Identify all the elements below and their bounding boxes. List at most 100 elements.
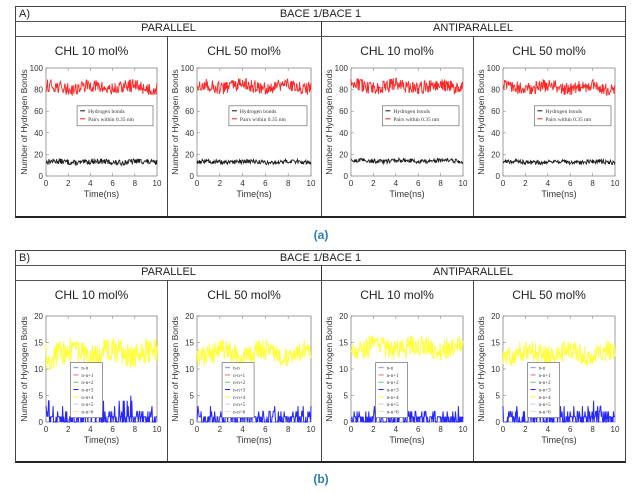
x-tick-label: 6 bbox=[416, 179, 421, 188]
legend-box bbox=[221, 362, 255, 418]
y-tick-label: 60 bbox=[491, 107, 500, 116]
legend-label: n-n+5 bbox=[81, 403, 93, 408]
y-tick-label: 20 bbox=[491, 312, 500, 321]
legend: Hydrogen bonds Pairs within 0.35 nm bbox=[382, 105, 460, 127]
x-tick-label: 2 bbox=[523, 425, 528, 434]
x-axis-label: Time(ns) bbox=[236, 189, 271, 199]
panel-letter: B) bbox=[19, 252, 30, 264]
legend-label: Hydrogen bonds bbox=[545, 109, 582, 115]
x-tick-label: 2 bbox=[66, 179, 71, 188]
y-tick-label: 80 bbox=[185, 86, 194, 95]
legend-label: Hydrogen bonds bbox=[393, 109, 430, 115]
legend-label: n-n+2 bbox=[233, 381, 245, 386]
x-tick-label: 2 bbox=[66, 425, 71, 434]
y-tick-label: 40 bbox=[185, 129, 194, 138]
panel-a-groups: PARALLEL ANTIPARALLEL bbox=[16, 21, 625, 37]
y-tick-label: 15 bbox=[34, 339, 43, 348]
x-tick-label: 8 bbox=[133, 425, 138, 434]
y-tick-label: 0 bbox=[39, 418, 44, 427]
x-tick-label: 4 bbox=[240, 179, 245, 188]
x-tick-label: 2 bbox=[218, 179, 223, 188]
y-tick-label: 10 bbox=[339, 365, 348, 374]
legend-label: n-n+1 bbox=[539, 374, 551, 379]
y-tick-label: 0 bbox=[344, 418, 349, 427]
x-tick-label: 6 bbox=[263, 425, 268, 434]
series-line-n-n-4 bbox=[45, 337, 158, 372]
x-tick-label: 4 bbox=[394, 179, 399, 188]
x-tick-label: 6 bbox=[263, 179, 268, 188]
series-line-pairs-within-0-35-nm bbox=[350, 77, 464, 95]
x-tick-label: 6 bbox=[568, 425, 573, 434]
y-tick-label: 0 bbox=[190, 418, 195, 427]
legend-label: n-n+5 bbox=[539, 403, 551, 408]
legend-label: n-n+4 bbox=[233, 396, 245, 401]
x-tick-label: 10 bbox=[611, 179, 620, 188]
legend-label: Pairs within 0.35 nm bbox=[240, 117, 287, 123]
chart-b-antiparallel-10: 0 2 4 6 8 10 0 5 10 15 20 Time(ns) Number of Hydroge… bbox=[324, 312, 468, 445]
legend-label: n-n>6 bbox=[539, 410, 551, 415]
legend: n-n n-n+1 n-n+2 n-n+3 n-n+4 n-n+5 n-n>6 bbox=[70, 362, 103, 418]
legend-label: Hydrogen bonds bbox=[88, 109, 125, 115]
series-line-n-n-3 bbox=[351, 406, 464, 423]
legend-box bbox=[527, 362, 560, 418]
chart-b-parallel-10: 0 2 4 6 8 10 0 5 10 15 20 Time(ns) Number of Hydroge… bbox=[19, 312, 162, 445]
legend-label: n-n+1 bbox=[233, 374, 245, 379]
legend-box bbox=[382, 105, 460, 127]
x-tick-label: 10 bbox=[307, 179, 316, 188]
series-line-hydrogen-bonds bbox=[196, 157, 312, 166]
x-axis-label: Time(ns) bbox=[389, 435, 424, 445]
chart-cell: CHL 10 mol% 0 2 4 6 8 10 0 5 10 15 20 Time(ns) Numbe… bbox=[321, 280, 474, 461]
series-line-n-n-4 bbox=[502, 340, 616, 367]
x-tick-label: 2 bbox=[371, 179, 376, 188]
y-tick-label: 15 bbox=[491, 339, 500, 348]
y-tick-label: 0 bbox=[496, 418, 501, 427]
y-axis-label: Number of Hydrogen Bonds bbox=[19, 69, 29, 174]
chart-title: CHL 50 mol% bbox=[207, 288, 281, 302]
legend-label: Pairs within 0.35 nm bbox=[393, 117, 440, 123]
y-tick-label: 80 bbox=[34, 86, 43, 95]
y-tick-label: 60 bbox=[34, 107, 43, 116]
y-tick-label: 100 bbox=[487, 64, 501, 73]
x-axis-label: Time(ns) bbox=[541, 189, 576, 199]
legend-label: n-n+2 bbox=[387, 381, 399, 386]
legend-label: n-n+2 bbox=[81, 381, 93, 386]
y-tick-label: 0 bbox=[190, 172, 195, 181]
y-axis-label: Number of Hydrogen Bonds bbox=[170, 316, 180, 421]
legend-label: n-n+4 bbox=[387, 396, 399, 401]
y-tick-label: 5 bbox=[39, 392, 44, 401]
x-tick-label: 0 bbox=[349, 425, 354, 434]
y-tick-label: 80 bbox=[339, 86, 348, 95]
y-tick-label: 40 bbox=[339, 129, 348, 138]
x-axis-label: Time(ns) bbox=[84, 435, 119, 445]
legend-label: n-n bbox=[387, 367, 394, 372]
y-tick-label: 20 bbox=[339, 150, 348, 159]
y-axis-label: Number of Hydrogen Bonds bbox=[476, 316, 486, 421]
panel-a-header: A) BACE 1/BACE 1 bbox=[16, 7, 625, 22]
x-tick-label: 8 bbox=[438, 425, 443, 434]
legend-label: n-n+3 bbox=[539, 389, 551, 394]
chart-title: CHL 10 mol% bbox=[54, 44, 129, 58]
legend: n-n n-n+1 n-n+2 n-n+3 n-n+4 n-n+5 n-n>6 bbox=[527, 362, 560, 418]
chart-title: CHL 10 mol% bbox=[360, 288, 434, 302]
chart-b-parallel-50: 0 2 4 6 8 10 0 5 10 15 20 Time(ns) Number of Hydroge… bbox=[170, 312, 316, 445]
legend-label: n-n+1 bbox=[81, 374, 93, 379]
y-tick-label: 20 bbox=[339, 312, 348, 321]
group-parallel: PARALLEL bbox=[16, 265, 322, 280]
x-tick-label: 6 bbox=[110, 425, 115, 434]
chart-title: CHL 50 mol% bbox=[207, 44, 281, 58]
x-tick-label: 10 bbox=[459, 425, 468, 434]
chart-title: CHL 10 mol% bbox=[360, 44, 434, 58]
y-tick-label: 10 bbox=[491, 365, 500, 374]
legend: Hydrogen bonds Pairs within 0.35 nm bbox=[534, 105, 612, 127]
y-tick-label: 0 bbox=[39, 172, 44, 181]
x-tick-label: 0 bbox=[501, 179, 506, 188]
x-tick-label: 8 bbox=[590, 179, 595, 188]
legend-label: n-n+4 bbox=[539, 396, 551, 401]
x-tick-label: 10 bbox=[153, 179, 162, 188]
x-tick-label: 10 bbox=[307, 425, 316, 434]
panel-a: A) BACE 1/BACE 1 PARALLEL ANTIPARALLEL C… bbox=[15, 6, 626, 218]
x-tick-label: 4 bbox=[546, 425, 551, 434]
y-axis-label: Number of Hydrogen Bonds bbox=[324, 69, 334, 174]
